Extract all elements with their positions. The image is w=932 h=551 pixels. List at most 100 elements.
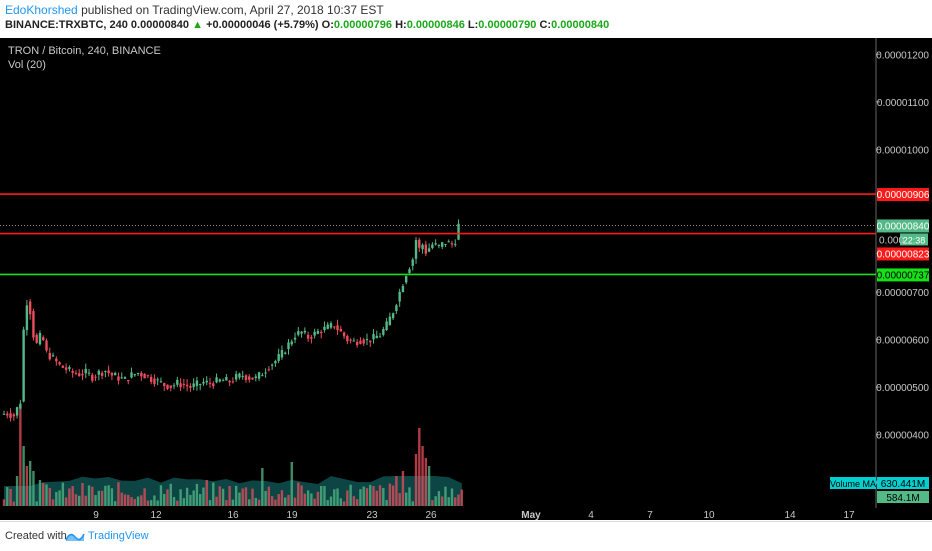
volume-bar bbox=[297, 482, 300, 506]
candle-body bbox=[64, 367, 68, 370]
volume-bar bbox=[310, 493, 313, 506]
volume-bar bbox=[234, 485, 238, 506]
candle-body bbox=[117, 376, 120, 381]
candle-body bbox=[444, 243, 447, 245]
x-tick-label: 14 bbox=[784, 510, 796, 520]
time-axis[interactable]: 9 12 16 19 23 26 May 4 7 10 14 17 bbox=[0, 508, 932, 520]
candle-body bbox=[450, 243, 454, 245]
chart-area[interactable]: 0.00001200 0.00001100 0.00001000 0.00000700… bbox=[0, 38, 932, 520]
volume-bar bbox=[68, 488, 71, 506]
volume-bar bbox=[421, 446, 424, 506]
close-label: C: bbox=[539, 19, 552, 31]
candle-body bbox=[231, 381, 235, 383]
candle-body bbox=[257, 372, 261, 379]
volume-value: 584.1M bbox=[886, 493, 919, 504]
volume-bar bbox=[349, 484, 352, 506]
volume-bar bbox=[238, 492, 241, 506]
candle-body bbox=[414, 240, 418, 259]
tradingview-logo-icon bbox=[65, 533, 85, 541]
volume-bar bbox=[405, 492, 408, 506]
candle-body bbox=[94, 376, 97, 378]
candle-body bbox=[215, 377, 218, 383]
price-label-box bbox=[877, 188, 929, 202]
volume-bar bbox=[202, 487, 205, 506]
open-value: 0.00000796 bbox=[333, 19, 393, 31]
candle-body bbox=[100, 372, 104, 376]
candle-body bbox=[2, 413, 6, 415]
price-label-resistance-line: 0.00000906 bbox=[877, 190, 930, 201]
candle-body bbox=[68, 367, 71, 370]
candle-body bbox=[359, 340, 362, 344]
tradingview-brand[interactable]: TradingView bbox=[88, 530, 149, 542]
candle-body bbox=[244, 375, 248, 380]
candle-body bbox=[352, 340, 356, 342]
candle-body bbox=[140, 372, 143, 377]
volume-bar bbox=[287, 494, 290, 506]
candle-body bbox=[408, 269, 411, 273]
volume-bar bbox=[140, 495, 143, 506]
volume-bar bbox=[261, 468, 264, 506]
price-chart[interactable]: 0.00001200 0.00001100 0.00001000 0.00000700… bbox=[0, 38, 932, 518]
candle-body bbox=[153, 378, 156, 385]
volume-bar bbox=[32, 471, 35, 506]
volume-bar bbox=[431, 500, 434, 506]
price-labels: 0.00000906 0.00000840 22:380.000 0.00000823… bbox=[830, 188, 930, 504]
candle-body bbox=[313, 331, 316, 336]
candle-body bbox=[241, 375, 244, 377]
candle-body bbox=[440, 242, 444, 247]
candle-body bbox=[372, 333, 375, 340]
volume-bar bbox=[418, 428, 421, 506]
volume-bar bbox=[398, 493, 401, 506]
candle-body bbox=[437, 244, 441, 246]
candle-body bbox=[113, 373, 117, 376]
volume-bar bbox=[19, 406, 22, 506]
volume-bar bbox=[94, 495, 97, 506]
author-link[interactable]: EdoKhorshed bbox=[5, 3, 78, 17]
x-tick-label: 17 bbox=[843, 510, 855, 520]
volume-bar bbox=[460, 489, 463, 506]
up-arrow-icon: ▲ bbox=[192, 19, 203, 31]
candle-body bbox=[391, 313, 395, 319]
volume-bar bbox=[110, 488, 114, 506]
candle-body bbox=[166, 384, 169, 390]
volume-bar bbox=[444, 486, 447, 506]
volume-bar bbox=[156, 500, 159, 506]
candle-body bbox=[421, 244, 424, 250]
candle-body bbox=[427, 248, 431, 252]
volume-bar bbox=[362, 486, 365, 506]
volume-bar bbox=[208, 500, 212, 506]
candle-body bbox=[123, 377, 127, 379]
volume-bar bbox=[78, 495, 81, 506]
volume-bar bbox=[401, 471, 405, 506]
legend-indicator: Vol (20) bbox=[8, 59, 46, 71]
volume-bar bbox=[22, 446, 25, 506]
y-tick-label: 0.00000500 bbox=[876, 383, 929, 394]
candle-body bbox=[264, 372, 267, 374]
volume-bar bbox=[136, 496, 140, 506]
symbol-label: BINANCE:TRXBTC, 240 bbox=[5, 19, 128, 31]
candle-body bbox=[405, 276, 408, 283]
candle-body bbox=[15, 407, 19, 416]
volume-bar bbox=[336, 488, 339, 506]
volume-bar bbox=[427, 466, 431, 506]
candle-body bbox=[42, 337, 45, 341]
candle-body bbox=[130, 372, 133, 378]
volume-bar bbox=[391, 485, 395, 506]
volume-bar bbox=[185, 487, 189, 506]
volume-bar bbox=[15, 476, 19, 506]
candle-body bbox=[424, 244, 428, 254]
candle-body bbox=[362, 339, 365, 344]
close-value: 0.00000840 bbox=[551, 19, 610, 31]
candle-body bbox=[346, 336, 349, 342]
candle-body bbox=[306, 334, 310, 339]
candle-body bbox=[78, 373, 81, 377]
candle-body bbox=[365, 339, 369, 341]
volume-bar bbox=[248, 499, 251, 506]
x-tick-label: 7 bbox=[647, 510, 653, 520]
candle-body bbox=[261, 375, 264, 377]
open-label: O: bbox=[321, 19, 334, 31]
price-label-box bbox=[877, 268, 929, 282]
candle-body bbox=[378, 336, 382, 338]
volume-bar bbox=[107, 485, 110, 506]
volume-bar bbox=[172, 497, 176, 506]
